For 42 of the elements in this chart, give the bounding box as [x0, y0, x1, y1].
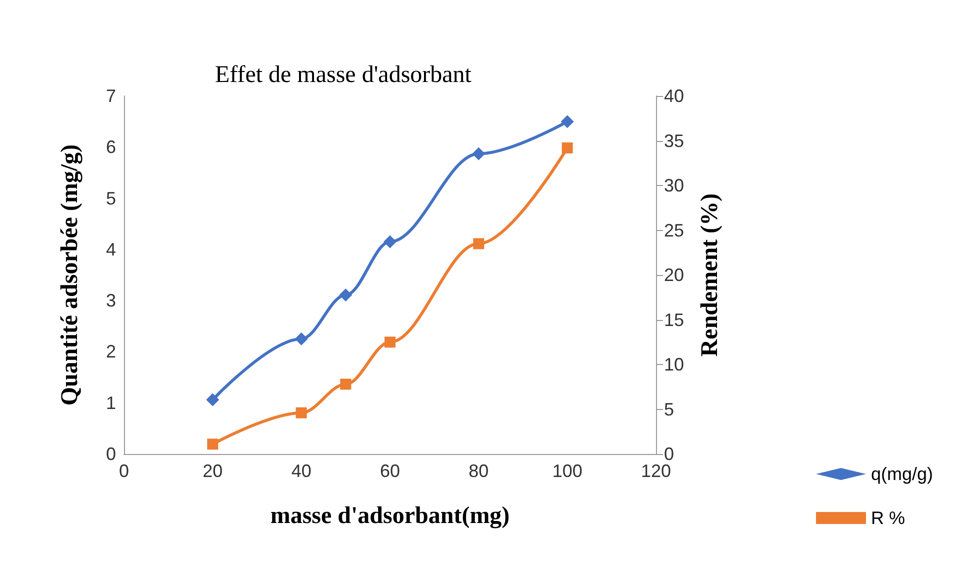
point — [472, 147, 486, 160]
point — [339, 288, 352, 302]
x-tick-label: 40 — [291, 461, 312, 481]
y2-tick-label: 30 — [664, 176, 684, 196]
point — [294, 332, 308, 346]
point — [340, 378, 352, 390]
x-tick-label: 0 — [118, 461, 130, 481]
y-tick-label: 5 — [106, 188, 116, 208]
point — [207, 438, 218, 450]
y2-tick-label: 5 — [664, 399, 674, 420]
y2-tick-label: 40 — [664, 86, 684, 106]
y-tick-label: 6 — [106, 137, 116, 158]
y2-tick-label: 15 — [664, 310, 684, 330]
x-tick-label: 100 — [552, 461, 582, 481]
y2-tick-label: 25 — [664, 220, 684, 240]
y-tick-label: 2 — [106, 342, 116, 362]
y-tick-label: 4 — [106, 239, 116, 260]
legend-label: R % — [870, 508, 905, 528]
x-axis-title: masse d'adsorbant(mg) — [270, 503, 510, 529]
point — [384, 235, 396, 248]
y-tick-label: 1 — [106, 392, 116, 413]
point — [562, 142, 573, 154]
y2-tick-label: 0 — [664, 444, 674, 464]
point — [296, 407, 307, 418]
y-tick-label: 0 — [106, 444, 116, 464]
point — [473, 238, 484, 250]
point — [560, 115, 574, 128]
point — [384, 336, 396, 348]
legend-label: q(mg/g) — [870, 464, 933, 484]
y2-tick-label: 35 — [664, 130, 684, 151]
y2-tick-label: 20 — [664, 265, 684, 285]
y2-axis-title: Rendement (%) — [697, 193, 723, 357]
x-tick-label: 80 — [468, 461, 489, 481]
chart-title: Effet de masse d'adsorbant — [215, 62, 472, 88]
y-tick-label: 3 — [106, 290, 116, 311]
y-tick-label: 7 — [106, 86, 116, 106]
point — [206, 393, 220, 406]
x-tick-label: 120 — [640, 461, 672, 481]
y-axis-title: Quantité adsorbée (mg/g) — [57, 144, 83, 406]
y2-tick-label: 10 — [664, 354, 684, 374]
x-tick-label: 60 — [380, 461, 400, 481]
x-tick-label: 20 — [202, 461, 223, 481]
